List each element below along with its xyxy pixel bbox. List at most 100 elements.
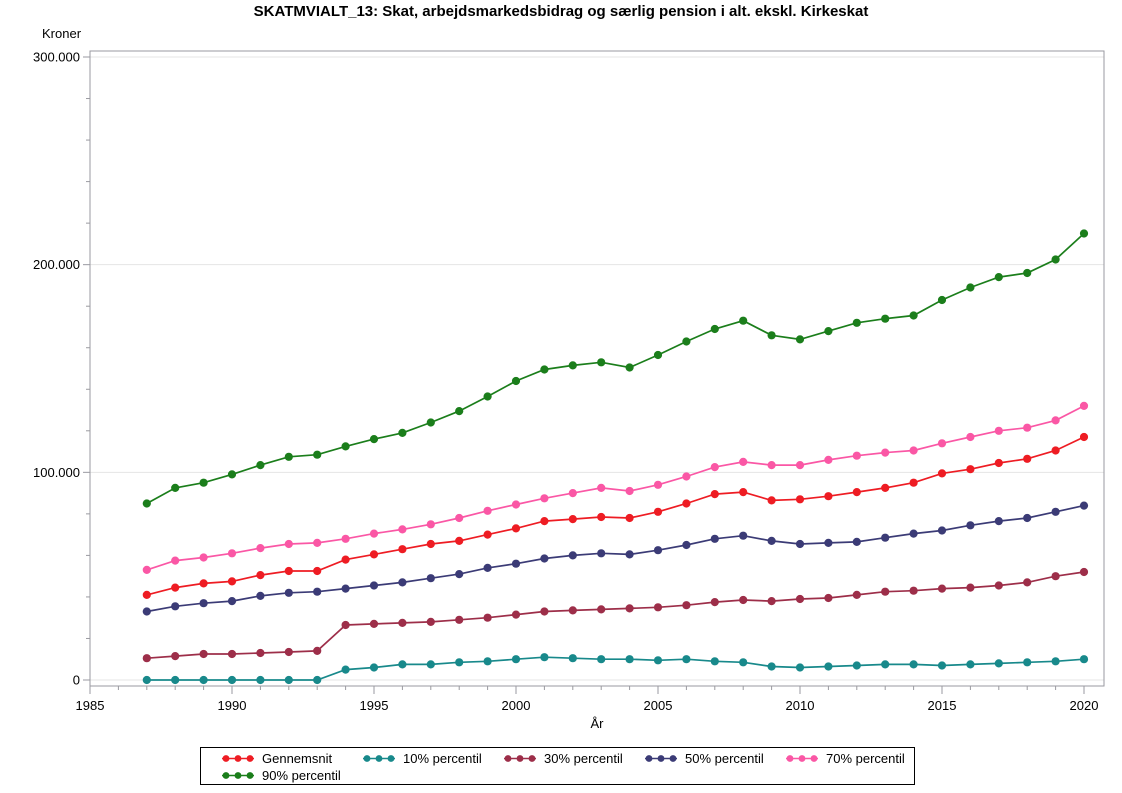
data-point-marker <box>256 675 265 685</box>
data-point-marker <box>455 407 464 416</box>
data-point-marker <box>227 597 237 606</box>
data-point-marker <box>597 655 606 664</box>
data-point-marker <box>199 599 208 608</box>
series-50-percentil <box>142 501 1089 616</box>
data-point-marker <box>824 492 833 501</box>
data-point-marker <box>824 662 833 671</box>
data-point-marker <box>1051 255 1060 264</box>
data-point-marker <box>313 566 322 576</box>
data-point-marker <box>682 655 691 664</box>
data-point-marker <box>852 488 861 497</box>
data-point-marker <box>597 358 606 367</box>
data-point-marker <box>937 295 947 305</box>
series-90-percentil <box>142 229 1089 508</box>
data-point-marker <box>824 455 833 464</box>
data-point-marker <box>199 478 208 487</box>
data-point-marker <box>199 553 208 562</box>
data-point-marker <box>398 660 407 669</box>
data-point-marker <box>852 318 861 327</box>
series-line <box>146 436 1085 596</box>
y-tick-label: 300.000 <box>33 50 80 65</box>
data-point-marker <box>739 531 748 540</box>
legend-entry-50-percentil: 50% percentil <box>644 750 785 767</box>
data-point-marker <box>568 654 577 663</box>
series-10-percentil <box>142 653 1089 685</box>
data-point-marker <box>142 499 151 508</box>
data-point-marker <box>966 283 975 292</box>
x-tick-label: 1985 <box>76 698 105 713</box>
data-point-marker <box>142 607 151 616</box>
data-point-marker <box>710 463 719 472</box>
legend-marker-dot <box>657 755 665 762</box>
data-point-marker <box>369 663 379 672</box>
legend-marker-dot <box>645 755 653 762</box>
data-point-marker <box>881 448 890 457</box>
data-point-marker <box>171 583 180 592</box>
data-point-marker <box>483 506 492 515</box>
data-point-marker <box>256 648 265 658</box>
series-70-percentil <box>142 401 1089 575</box>
data-point-marker <box>937 661 947 670</box>
data-point-marker <box>398 618 407 628</box>
data-point-marker <box>227 549 237 558</box>
data-point-marker <box>739 488 748 497</box>
data-point-marker <box>142 654 151 663</box>
data-point-marker <box>455 536 464 546</box>
data-point-marker <box>1079 567 1089 577</box>
legend-entry-30-percentil: 30% percentil <box>503 750 644 767</box>
data-point-marker <box>710 657 719 666</box>
data-point-marker <box>852 590 861 600</box>
data-point-marker <box>795 461 805 470</box>
series-line <box>146 504 1085 613</box>
legend-label: 90% percentil <box>262 768 341 783</box>
data-point-marker <box>369 529 379 538</box>
data-point-marker <box>767 597 776 606</box>
data-point-marker <box>199 579 208 588</box>
data-point-marker <box>710 598 719 607</box>
data-point-marker <box>568 515 577 524</box>
data-point-marker <box>767 331 776 340</box>
data-point-marker <box>313 450 322 459</box>
data-point-marker <box>540 607 549 616</box>
data-point-marker <box>540 517 549 526</box>
legend-marker-dot <box>669 755 677 762</box>
data-point-marker <box>313 646 322 656</box>
legend-grid: Gennemsnit 10% percentil 30% percentil 5… <box>201 748 914 784</box>
legend-marker-dot <box>786 755 794 762</box>
data-point-marker <box>795 594 805 604</box>
data-point-marker <box>256 461 265 470</box>
legend-marker-dot <box>798 755 806 762</box>
data-point-marker <box>937 469 947 478</box>
data-point-marker <box>227 470 237 479</box>
data-point-marker <box>171 675 180 685</box>
legend-entry-90-percentil: 90% percentil <box>221 767 362 784</box>
y-axis-title: Kroner <box>42 26 82 41</box>
data-point-marker <box>540 494 549 503</box>
data-point-marker <box>313 538 322 548</box>
legend-line-marker-icon <box>222 772 254 779</box>
data-point-marker <box>426 660 435 669</box>
data-point-marker <box>511 610 521 619</box>
data-point-marker <box>795 335 805 344</box>
data-point-marker <box>767 461 776 470</box>
data-point-marker <box>398 428 407 437</box>
data-point-marker <box>710 324 719 334</box>
data-point-marker <box>227 577 237 586</box>
legend-marker-dot <box>246 755 254 762</box>
legend-line-marker-icon <box>786 755 818 762</box>
data-point-marker <box>653 480 663 489</box>
data-point-marker <box>710 534 719 543</box>
data-point-marker <box>341 665 350 674</box>
data-point-marker <box>994 517 1003 526</box>
data-point-marker <box>284 588 293 597</box>
data-point-marker <box>795 539 805 549</box>
data-point-marker <box>398 525 407 534</box>
data-point-marker <box>597 512 606 522</box>
data-point-marker <box>1051 507 1060 516</box>
chart-title: SKATMVIALT_13: Skat, arbejdsmarkedsbidra… <box>253 3 869 20</box>
data-point-marker <box>597 549 606 558</box>
data-point-marker <box>568 606 577 615</box>
data-point-marker <box>1079 432 1089 442</box>
data-point-marker <box>966 660 975 669</box>
plot-area: 0 100.000 200.000 300.000 1985 1990 1995 2000 20… <box>33 50 1105 713</box>
